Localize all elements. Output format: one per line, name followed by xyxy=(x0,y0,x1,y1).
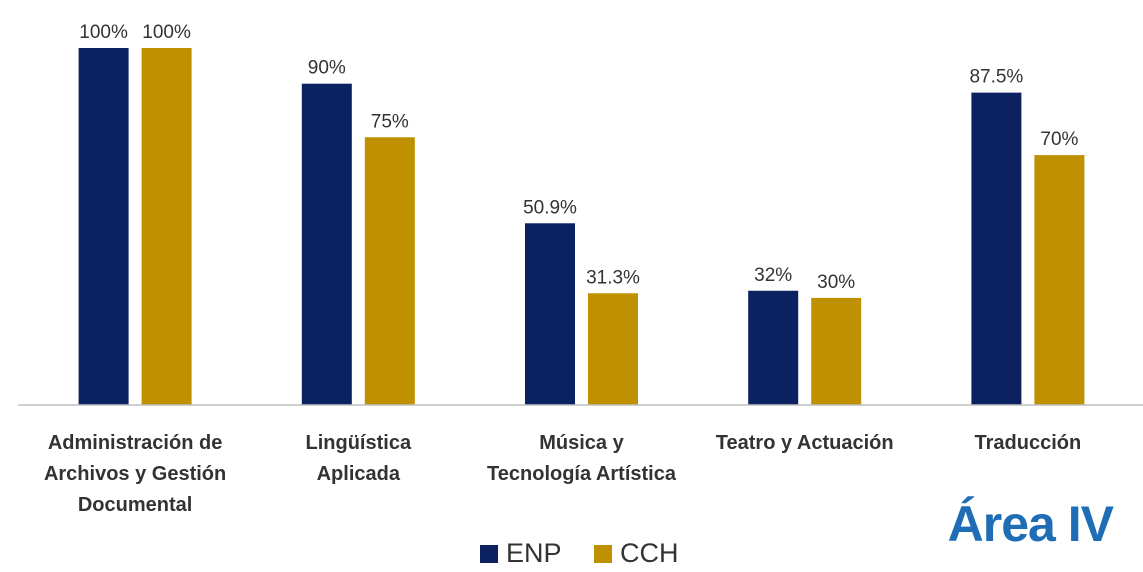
bar xyxy=(1034,155,1085,405)
data-label: 87.5% xyxy=(969,67,1023,88)
data-label: 32% xyxy=(754,265,792,286)
legend-label: ENP xyxy=(506,538,562,568)
data-label: 75% xyxy=(371,111,409,132)
data-label: 50.9% xyxy=(523,197,577,218)
data-label: 31.3% xyxy=(586,267,640,288)
legend-label: CCH xyxy=(620,538,679,568)
x-tick-label: Teatro y Actuación xyxy=(715,432,894,454)
x-tick-label: Música y Tecnología Artística xyxy=(487,432,676,485)
legend-swatch xyxy=(480,544,498,563)
legend-item: CCH xyxy=(594,538,679,569)
data-label: 100% xyxy=(79,22,128,43)
bar xyxy=(141,48,192,405)
bar xyxy=(78,48,129,405)
x-tick-label: Lingüística Aplicada xyxy=(305,432,412,485)
bar xyxy=(971,92,1022,405)
x-tick-label: Administración de Archivos y Gestión Doc… xyxy=(43,432,227,516)
bar xyxy=(588,293,638,405)
legend-item: ENP xyxy=(480,538,562,569)
data-label: 30% xyxy=(817,272,855,293)
legend-swatch xyxy=(594,544,612,563)
bar xyxy=(748,290,799,405)
bar xyxy=(364,137,415,405)
bar xyxy=(301,83,352,405)
data-label: 90% xyxy=(308,58,346,79)
x-tick-label: Traducción xyxy=(974,432,1082,454)
bar xyxy=(525,223,575,405)
data-label: 100% xyxy=(142,22,191,43)
bar xyxy=(811,297,862,405)
data-label: 70% xyxy=(1040,129,1078,150)
annotation: Área IV xyxy=(947,496,1114,552)
